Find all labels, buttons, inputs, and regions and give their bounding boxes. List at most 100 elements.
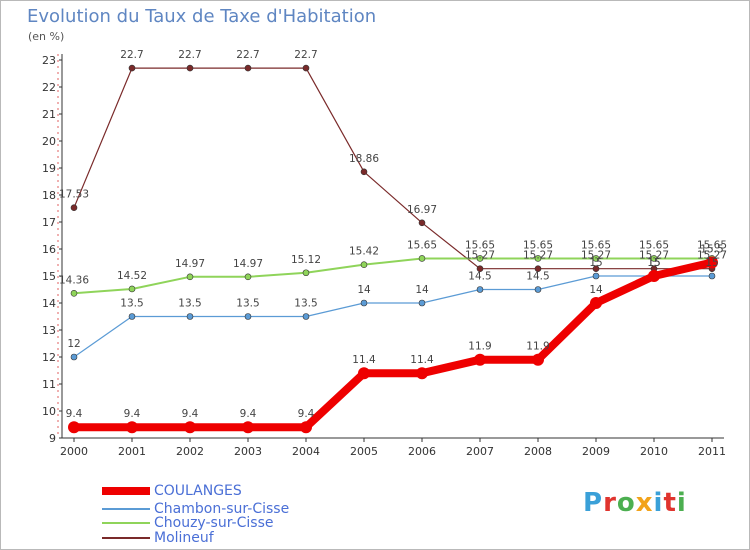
data-point (360, 299, 368, 307)
x-tick-label: 2004 (292, 445, 320, 458)
data-point (476, 255, 484, 262)
x-tick-label: 2003 (234, 445, 262, 458)
data-point (360, 261, 368, 268)
data-point (244, 64, 252, 72)
data-label: 13.5 (120, 298, 143, 310)
chart-title: Evolution du Taux de Taxe d'Habitation (27, 6, 377, 27)
data-label: 13.5 (178, 298, 201, 310)
data-label: 15.27 (465, 250, 495, 262)
logo-letter: o (616, 488, 636, 518)
y-tick-label: 18 (42, 189, 56, 202)
logo-letter: i (653, 488, 664, 518)
data-label: 14 (357, 284, 371, 296)
y-tick-label: 14 (42, 297, 56, 310)
data-point (186, 313, 194, 320)
legend-swatch (102, 508, 150, 510)
x-tick-label: 2011 (698, 445, 726, 458)
logo-letter: r (603, 488, 617, 518)
legend-item-chouzy: Chouzy-sur-Cisse (102, 515, 362, 531)
proxiti-logo: Proxiti (583, 488, 687, 518)
data-point (244, 313, 252, 320)
data-point (184, 421, 196, 434)
data-point (128, 313, 136, 320)
data-point (648, 270, 660, 282)
data-label: 11.9 (468, 341, 491, 353)
logo-letter: i (676, 488, 687, 518)
data-point (650, 255, 658, 262)
data-label: 15.65 (639, 239, 669, 251)
data-label: 15.27 (523, 250, 553, 262)
logo-letter: x (635, 488, 654, 518)
data-point (592, 255, 600, 262)
data-label: 15 (647, 257, 660, 269)
data-label: 9.4 (124, 408, 141, 420)
data-point (534, 265, 542, 273)
y-tick-label: 13 (42, 324, 56, 337)
data-label: 15.65 (407, 239, 437, 251)
data-point (418, 299, 426, 307)
legend-item-chambon: Chambon-sur-Cisse (102, 501, 362, 517)
data-label: 11.9 (526, 341, 549, 353)
data-label: 14.5 (526, 271, 549, 283)
data-label: 22.7 (120, 49, 143, 61)
data-point (186, 64, 194, 72)
data-label: 14 (415, 284, 429, 296)
data-point (358, 367, 370, 380)
data-point (242, 421, 254, 434)
data-label: 13.5 (294, 298, 317, 310)
data-point (128, 285, 136, 293)
x-tick-label: 2006 (408, 445, 436, 458)
data-point (418, 255, 426, 262)
y-tick-label: 23 (42, 54, 56, 67)
data-point (302, 64, 310, 72)
data-label: 9.4 (298, 408, 315, 420)
data-point (70, 204, 78, 211)
data-point (70, 289, 78, 297)
data-label: 14 (589, 284, 603, 296)
legend-label: Chouzy-sur-Cisse (154, 515, 274, 531)
y-tick-label: 11 (42, 378, 56, 391)
data-label: 13.5 (236, 298, 259, 310)
data-point (706, 256, 718, 269)
legend-swatch (102, 487, 150, 495)
data-point (534, 286, 542, 293)
x-tick-label: 2010 (640, 445, 668, 458)
data-label: 14.97 (175, 258, 205, 270)
data-label: 14.52 (117, 270, 147, 282)
data-label: 9.4 (182, 408, 199, 420)
y-tick-label: 21 (42, 108, 56, 121)
data-label: 22.7 (236, 49, 259, 61)
data-label: 9.4 (240, 408, 257, 420)
x-tick-label: 2005 (350, 445, 378, 458)
data-label: 15.27 (697, 250, 727, 262)
x-tick-label: 2002 (176, 445, 204, 458)
y-tick-label: 15 (42, 270, 56, 283)
legend-label: COULANGES (154, 483, 242, 499)
data-label: 15 (647, 257, 660, 269)
data-point (532, 353, 544, 366)
x-tick-label: 2007 (466, 445, 494, 458)
data-point (302, 313, 310, 320)
y-tick-label: 9 (49, 432, 56, 445)
data-point (476, 265, 484, 273)
data-label: 18.86 (349, 153, 379, 165)
data-point (590, 297, 602, 309)
x-tick-label: 2008 (524, 445, 552, 458)
y-tick-label: 12 (42, 351, 56, 364)
y-tick-label: 20 (42, 135, 56, 148)
series-line-chouzy-sur-cisse (73, 257, 712, 295)
y-tick-label: 10 (42, 405, 56, 418)
data-point (68, 421, 80, 434)
y-tick-label: 22 (42, 81, 56, 94)
data-point (70, 353, 78, 361)
data-label: 15.65 (697, 239, 727, 251)
legend-item-molineuf: Molineuf (102, 530, 362, 546)
data-label: 15.65 (523, 239, 553, 251)
data-label: 16.97 (407, 204, 437, 216)
data-label: 22.7 (178, 49, 201, 61)
y-tick-label: 16 (42, 243, 56, 256)
legend-label: Molineuf (154, 530, 214, 546)
chart-subtitle: (en %) (28, 30, 65, 43)
data-label: 12 (67, 338, 80, 350)
